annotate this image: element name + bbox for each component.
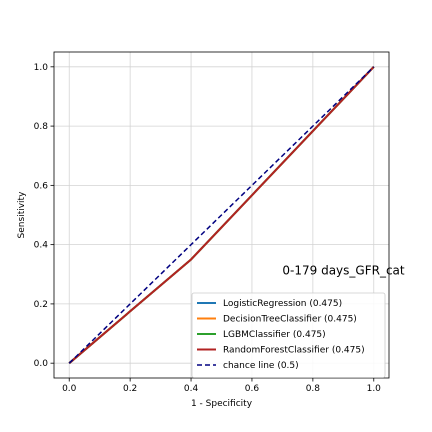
series-layer (68, 66, 375, 364)
legend-label-2: LGBMClassifier (0.475) (223, 330, 326, 340)
legend: LogisticRegression (0.475) DecisionTreeCl… (191, 292, 386, 378)
x-tick-label-4: 0.8 (306, 384, 321, 394)
legend-label-1: DecisionTreeClassifier (0.475) (223, 315, 357, 325)
x-axis-label: 1 - Specificity (191, 399, 253, 409)
y-tick-label-0: 0.0 (34, 359, 49, 369)
x-tick-label-3: 0.6 (245, 384, 260, 394)
chart-annotation: 0-179 days_GFR_cat (282, 263, 404, 277)
y-tick-label-5: 1.0 (34, 63, 49, 73)
y-tick-label-1: 0.2 (34, 300, 48, 310)
grid (54, 52, 389, 378)
y-tick-label-2: 0.4 (34, 241, 49, 251)
x-tick-label-2: 0.4 (184, 384, 199, 394)
legend-label-0: LogisticRegression (0.475) (223, 299, 342, 309)
legend-box (191, 292, 386, 378)
series-line-3 (68, 66, 375, 364)
y-tick-label-3: 0.6 (34, 181, 49, 191)
series-line-4 (68, 66, 375, 364)
x-tick-label-0: 0.0 (62, 384, 77, 394)
legend-label-4: chance line (0.5) (223, 361, 299, 371)
y-tick-label-4: 0.8 (34, 122, 49, 132)
plot-frame (53, 51, 390, 379)
y-axis-label: Sensitivity (17, 191, 27, 239)
x-tick-label-1: 0.2 (123, 384, 137, 394)
legend-label-3: RandomForestClassifier (0.475) (223, 346, 365, 356)
x-tick-label-5: 1.0 (367, 384, 382, 394)
ticks: 0.0 0.2 0.4 0.6 0.8 1.0 0.0 0.2 0.4 0.6 0.8 1.0 (34, 63, 382, 394)
